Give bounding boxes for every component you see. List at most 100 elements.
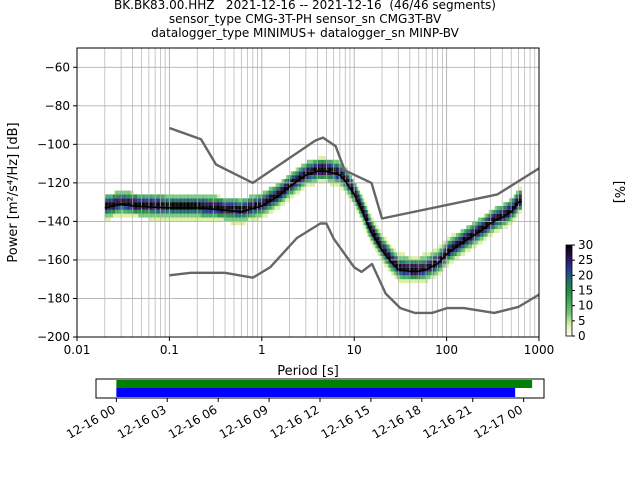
- heatmap-cell: [375, 244, 377, 249]
- heatmap-cell: [372, 236, 374, 241]
- heatmap-cell: [187, 209, 190, 214]
- heatmap-cell: [148, 205, 150, 210]
- heatmap-cell: [502, 209, 504, 214]
- heatmap-cell: [141, 198, 143, 203]
- heatmap-cell: [415, 263, 417, 268]
- heatmap-cell: [197, 202, 199, 206]
- heatmap-cell: [360, 217, 362, 222]
- heatmap-cell: [338, 175, 340, 180]
- heatmap-cell: [368, 229, 370, 233]
- x-tick-label: 0.1: [160, 343, 179, 357]
- timeline-tick-label: 12-16 15: [319, 402, 373, 441]
- heatmap-cell: [393, 252, 395, 257]
- heatmap-cell: [466, 236, 468, 241]
- heatmap-cell: [148, 202, 150, 206]
- heatmap-cell: [224, 209, 227, 214]
- heatmap-cell: [312, 182, 314, 187]
- heatmap-cell: [324, 163, 326, 168]
- heatmap-cell: [175, 202, 177, 206]
- heatmap-cell: [117, 209, 119, 214]
- heatmap-cell: [405, 252, 407, 257]
- heatmap-cell: [249, 194, 251, 199]
- heatmap-cell: [482, 225, 484, 230]
- heatmap-cell: [235, 202, 237, 206]
- heatmap-cell: [328, 182, 331, 187]
- heatmap-cell: [181, 209, 183, 214]
- heatmap-cell: [326, 175, 328, 180]
- heatmap-cell: [298, 171, 301, 176]
- heatmap-cell: [412, 275, 414, 280]
- heatmap-cell: [450, 232, 452, 237]
- heatmap-cell: [308, 171, 310, 176]
- heatmap-cell: [236, 217, 238, 222]
- heatmap-cell: [267, 202, 269, 206]
- heatmap-cell: [141, 194, 143, 199]
- heatmap-cell: [119, 198, 121, 203]
- heatmap-cell: [156, 209, 158, 214]
- heatmap-cell: [268, 186, 270, 191]
- heatmap-cell: [109, 213, 111, 218]
- heatmap-cell: [208, 194, 210, 199]
- heatmap-cell: [266, 202, 268, 206]
- heatmap-cell: [308, 182, 310, 187]
- heatmap-cell: [171, 194, 173, 199]
- heatmap-cell: [407, 271, 409, 276]
- heatmap-cell: [211, 194, 213, 199]
- heatmap-cell: [216, 202, 219, 206]
- heatmap-cell: [416, 263, 418, 268]
- heatmap-cell: [428, 275, 430, 280]
- heatmap-cell: [416, 256, 418, 260]
- heatmap-cell: [422, 256, 424, 260]
- heatmap-cell: [332, 167, 334, 172]
- heatmap-cell: [296, 190, 298, 195]
- heatmap-cell: [119, 194, 121, 199]
- heatmap-cell: [356, 190, 358, 195]
- heatmap-cell: [504, 221, 506, 226]
- heatmap-cell: [497, 213, 499, 218]
- heatmap-cell: [298, 167, 301, 172]
- heatmap-cell: [334, 167, 336, 172]
- heatmap-cell: [416, 267, 418, 272]
- heatmap-cell: [348, 175, 350, 180]
- heatmap-cell: [223, 205, 225, 210]
- heatmap-cell: [520, 202, 522, 206]
- heatmap-cell: [427, 252, 429, 257]
- heatmap-cell: [272, 209, 274, 214]
- heatmap-cell: [513, 217, 515, 222]
- heatmap-cell: [159, 194, 161, 199]
- heatmap-cell: [392, 252, 394, 257]
- heatmap-cell: [125, 194, 127, 199]
- heatmap-cell: [291, 194, 294, 199]
- heatmap-cell: [192, 202, 194, 206]
- heatmap-cell: [109, 198, 111, 203]
- heatmap-cell: [371, 229, 373, 233]
- heatmap-cell: [133, 209, 135, 214]
- figure-title-line-1: BK.BK83.00.HHZ 2021-12-16 -- 2021-12-16 …: [114, 0, 496, 12]
- heatmap-cell: [317, 171, 319, 176]
- heatmap-cell: [377, 232, 379, 237]
- heatmap-cell: [279, 190, 281, 195]
- heatmap-cell: [395, 275, 398, 280]
- heatmap-cell: [424, 263, 426, 268]
- heatmap-cell: [324, 167, 326, 172]
- heatmap-cell: [380, 236, 383, 241]
- heatmap-cell: [243, 221, 245, 226]
- heatmap-cell: [454, 240, 456, 245]
- heatmap-cell: [187, 213, 190, 218]
- heatmap-cell: [171, 209, 173, 214]
- heatmap-cell: [166, 198, 168, 203]
- heatmap-cell: [109, 205, 111, 210]
- heatmap-cell: [453, 252, 455, 257]
- heatmap-cell: [175, 213, 177, 218]
- heatmap-cell: [115, 205, 117, 210]
- heatmap-cell: [462, 232, 465, 237]
- heatmap-cell: [370, 236, 372, 241]
- heatmap-cell: [194, 194, 197, 199]
- heatmap-cell: [221, 205, 223, 210]
- heatmap-cell: [201, 217, 203, 222]
- heatmap-cell: [304, 171, 306, 176]
- heatmap-cell: [230, 205, 232, 210]
- heatmap-cell: [438, 256, 440, 260]
- heatmap-cell: [294, 175, 296, 180]
- heatmap-cell: [131, 198, 133, 203]
